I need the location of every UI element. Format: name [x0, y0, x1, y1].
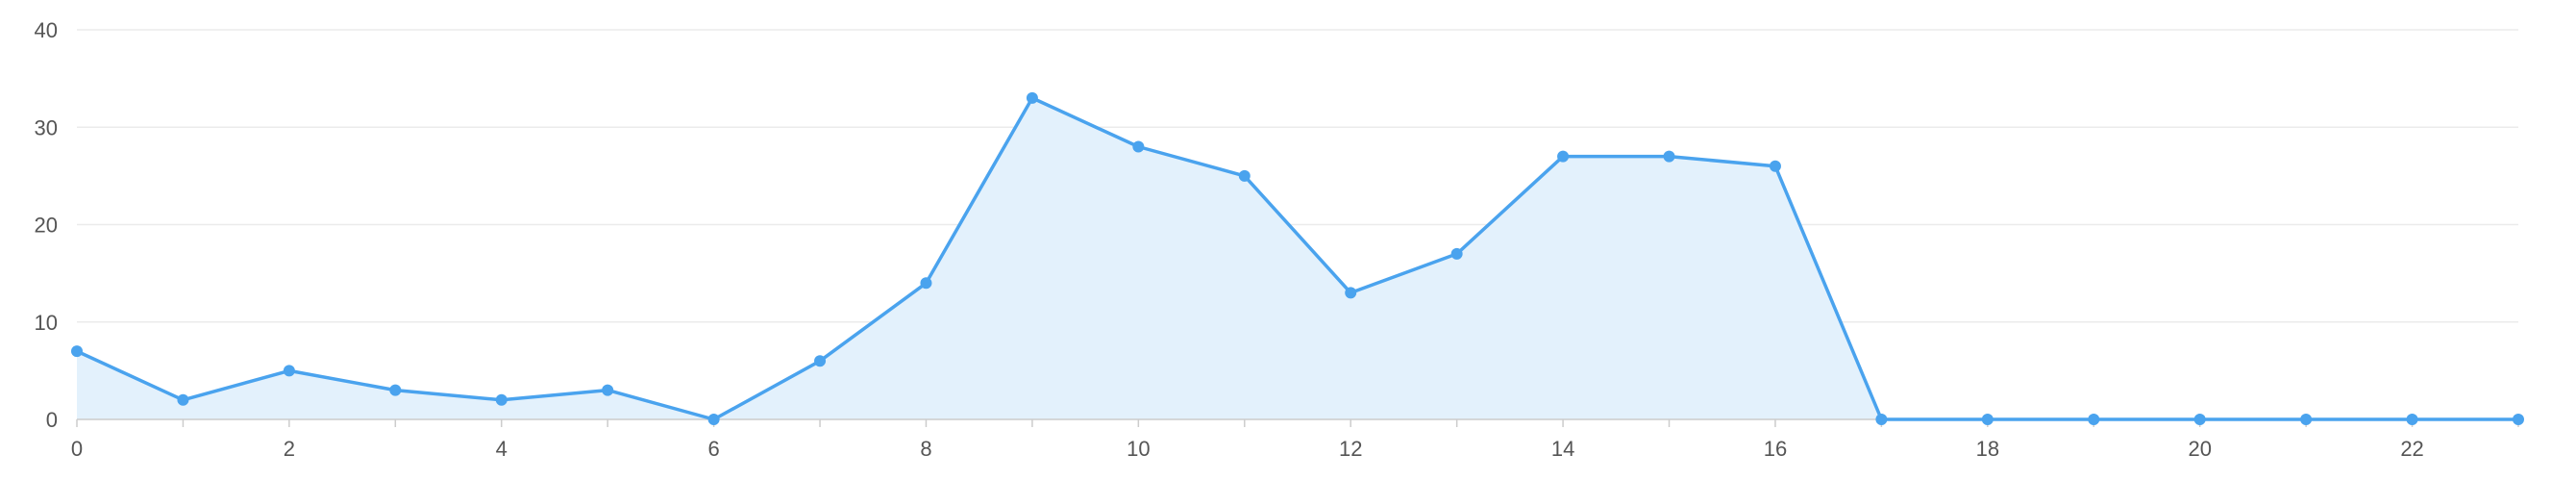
data-point-14 — [1557, 150, 1570, 163]
x-tick-label-8: 8 — [920, 437, 931, 461]
x-tick-label-22: 22 — [2400, 437, 2423, 461]
x-tick-label-10: 10 — [1127, 437, 1150, 461]
data-point-11 — [1238, 169, 1251, 182]
x-tick-label-14: 14 — [1551, 437, 1574, 461]
series-line-group — [76, 96, 2518, 421]
data-point-0 — [71, 345, 83, 358]
data-point-22 — [2406, 414, 2418, 425]
x-tick-label-4: 4 — [496, 437, 508, 461]
data-point-12 — [1345, 287, 1357, 299]
data-point-9 — [1026, 91, 1038, 104]
data-point-20 — [2193, 414, 2206, 425]
data-point-1 — [177, 393, 189, 406]
data-point-8 — [920, 277, 932, 290]
x-axis-tick-labels: 0 2 4 6 8 10 12 14 16 18 20 22 — [71, 437, 2424, 461]
area-fill-group — [77, 97, 2518, 420]
data-point-5 — [602, 384, 614, 396]
x-tick-label-16: 16 — [1764, 437, 1787, 461]
data-point-13 — [1450, 247, 1463, 260]
y-tick-label-10: 10 — [35, 311, 58, 335]
y-axis-tick-labels: 0 10 20 30 40 — [35, 18, 58, 432]
data-point-16 — [1769, 160, 1781, 172]
data-point-2 — [283, 365, 295, 377]
data-points — [71, 91, 2524, 425]
data-point-7 — [814, 355, 827, 367]
data-point-4 — [495, 393, 508, 406]
x-tick-label-18: 18 — [1976, 437, 1999, 461]
y-tick-label-20: 20 — [35, 214, 58, 238]
data-point-6 — [707, 414, 720, 425]
data-point-17 — [1875, 414, 1888, 425]
y-tick-label-0: 0 — [46, 408, 58, 432]
data-point-23 — [2513, 414, 2524, 425]
data-point-18 — [1981, 414, 1994, 425]
x-tick-label-20: 20 — [2188, 437, 2211, 461]
data-point-10 — [1132, 140, 1145, 153]
series-area-0 — [77, 97, 2518, 420]
x-tick-label-0: 0 — [71, 437, 83, 461]
series-line-0 — [76, 96, 2518, 421]
x-tick-label-2: 2 — [284, 437, 295, 461]
data-point-19 — [2088, 414, 2100, 425]
data-point-3 — [389, 384, 402, 396]
x-tick-label-12: 12 — [1339, 437, 1362, 461]
data-point-15 — [1663, 150, 1675, 163]
x-tick-label-6: 6 — [707, 437, 719, 461]
y-tick-label-40: 40 — [35, 18, 58, 42]
data-point-21 — [2300, 414, 2313, 425]
y-tick-label-30: 30 — [35, 115, 58, 139]
